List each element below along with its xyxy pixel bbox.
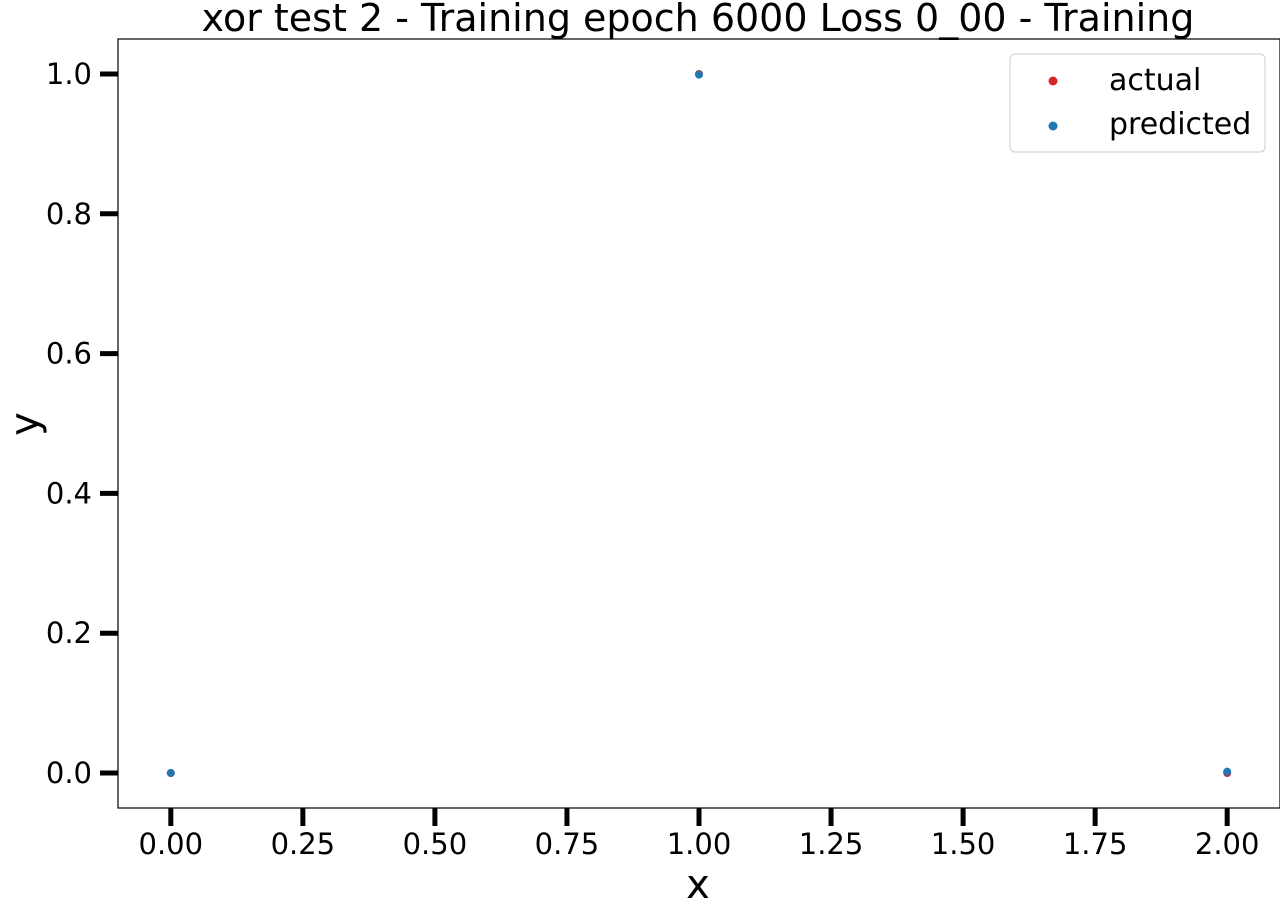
y-tick-label: 0.2 — [46, 616, 92, 650]
legend-label-predicted: predicted — [1109, 107, 1251, 142]
legend-label-actual: actual — [1109, 63, 1201, 98]
x-tick-label: 1.50 — [931, 827, 996, 861]
chart-title: xor test 2 - Training epoch 6000 Loss 0_… — [202, 0, 1195, 40]
y-tick-label: 0.4 — [46, 476, 92, 510]
x-axis-label: x — [686, 862, 710, 907]
x-tick-label: 0.50 — [403, 827, 468, 861]
point-predicted — [695, 70, 703, 79]
x-tick-label: 0.25 — [271, 827, 336, 861]
legend-marker-predicted — [1048, 121, 1058, 131]
data-points — [166, 69, 1232, 778]
y-axis-label: y — [2, 412, 48, 436]
x-tick-label: 1.00 — [667, 827, 732, 861]
y-tick-label: 0.0 — [46, 756, 92, 790]
x-tick-label: 2.00 — [1195, 827, 1260, 861]
x-axis-ticks: 0.00 0.25 0.50 0.75 1.00 1.25 1.50 1.75 2.00 — [139, 808, 1260, 861]
plot-area — [117, 38, 1280, 809]
point-predicted — [166, 769, 175, 778]
y-tick-label: 0.8 — [46, 197, 92, 231]
y-tick-label: 0.6 — [46, 337, 92, 371]
x-tick-label: 0.00 — [139, 827, 204, 861]
legend: actual predicted — [1009, 53, 1266, 153]
point-predicted — [1223, 767, 1232, 776]
y-axis-ticks: 0.0 0.2 0.4 0.6 0.8 1.0 — [46, 57, 118, 790]
legend-marker-actual — [1048, 76, 1058, 86]
legend-box — [1009, 53, 1266, 153]
x-tick-label: 0.75 — [535, 827, 600, 861]
x-tick-label: 1.75 — [1063, 827, 1128, 861]
y-tick-label: 1.0 — [46, 57, 92, 91]
x-tick-label: 1.25 — [799, 827, 864, 861]
